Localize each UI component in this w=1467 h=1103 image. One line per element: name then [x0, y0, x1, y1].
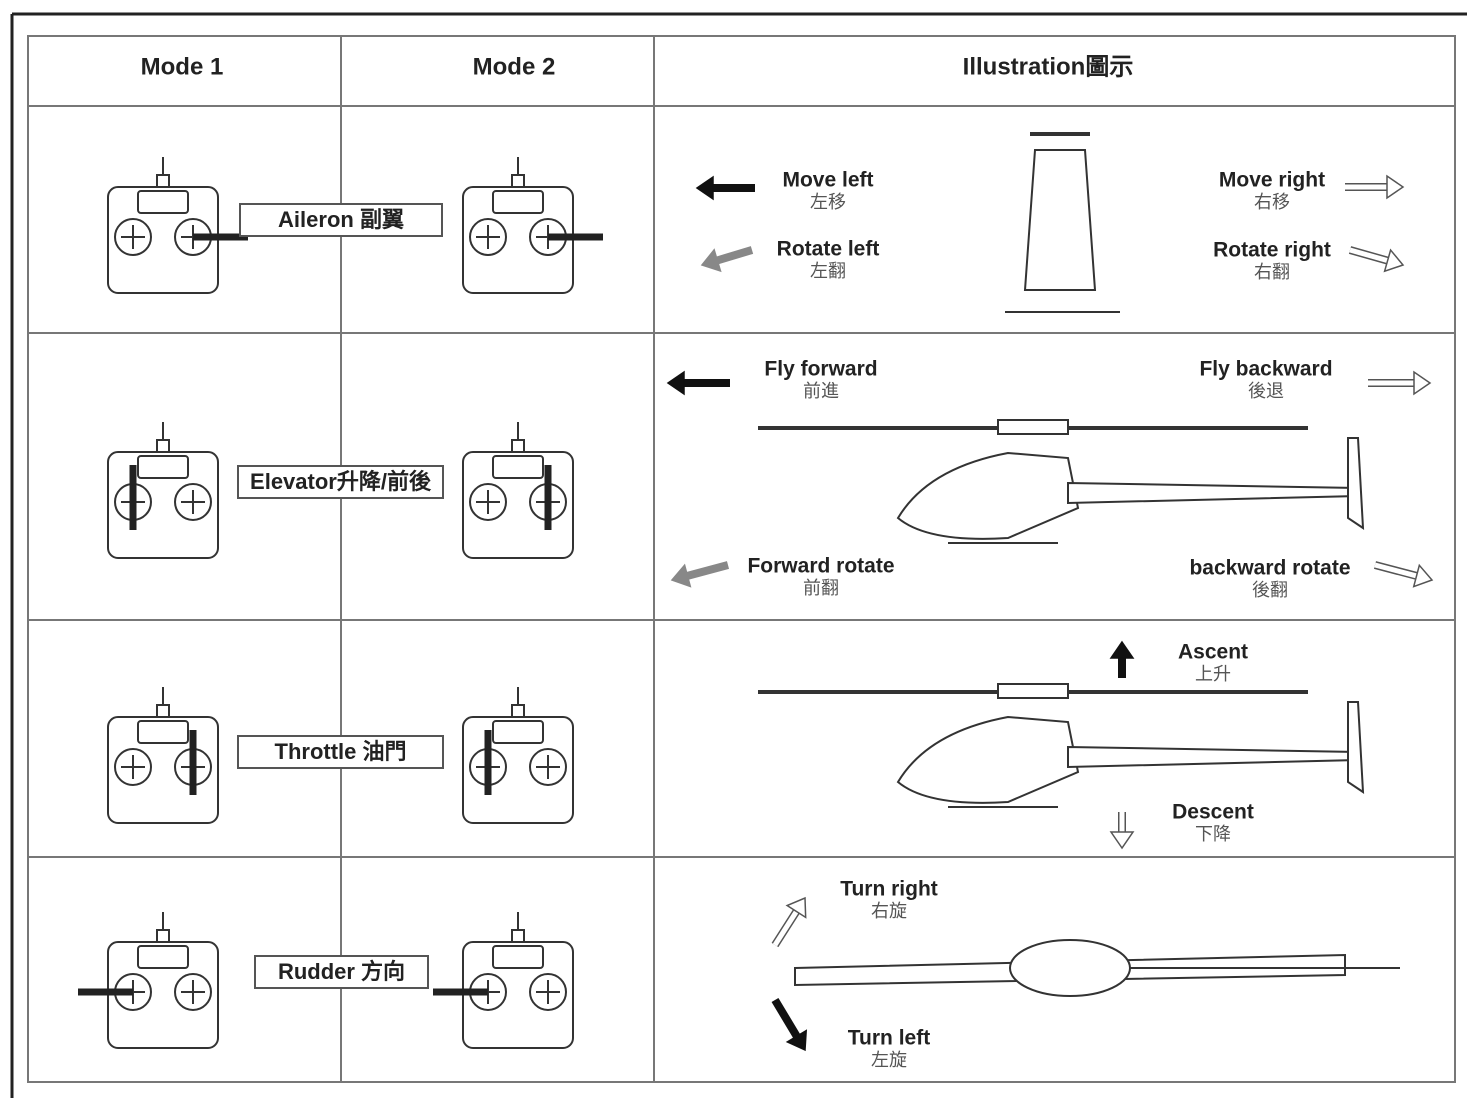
rotor-head	[997, 419, 1069, 435]
tail-fin	[1347, 701, 1365, 794]
arrow-head	[785, 1029, 808, 1052]
helicopter	[758, 683, 1365, 808]
control-box	[237, 735, 444, 769]
frame	[10, 12, 1467, 1098]
direction-label-zh: 前進	[803, 381, 839, 401]
arrow-head	[1109, 640, 1135, 659]
screen	[137, 720, 189, 744]
control-box	[237, 465, 444, 499]
direction-label: Rotate left	[777, 238, 880, 261]
direction-label-zh: 前翻	[803, 578, 839, 598]
frame	[1023, 149, 1097, 291]
arrow-head	[695, 175, 714, 201]
transmitter	[462, 157, 603, 294]
screen	[492, 945, 544, 969]
arrow-shaft	[686, 561, 730, 580]
direction-label-zh: 左翻	[810, 261, 846, 281]
antenna-base	[511, 174, 525, 188]
antenna-base	[156, 704, 170, 718]
arrow-head	[1386, 174, 1405, 200]
direction-label-zh: 後翻	[1252, 580, 1288, 600]
direction-label-zh: 左旋	[871, 1050, 907, 1070]
arrow-shaft-inner	[772, 910, 799, 947]
arrow-head	[1413, 370, 1432, 396]
helicopter	[758, 419, 1365, 544]
direction-label: Fly forward	[764, 358, 877, 381]
arrow-head	[666, 370, 685, 396]
antenna-base	[156, 929, 170, 943]
direction-label-zh: 下降	[1195, 824, 1231, 844]
direction-label-zh: 後退	[1248, 381, 1284, 401]
transmitter	[462, 687, 574, 824]
direction-label: Turn right	[840, 878, 938, 901]
direction-label: backward rotate	[1189, 557, 1350, 580]
control-box	[254, 955, 429, 989]
transmitter	[107, 687, 219, 824]
control-label: Rudder 方向	[278, 959, 405, 984]
transmitter	[78, 912, 219, 1049]
transmitter	[107, 422, 219, 559]
arrow-shaft-inner	[1374, 562, 1418, 579]
direction-label: Descent	[1172, 801, 1254, 824]
tail-boom	[1067, 481, 1359, 505]
arrow-head	[700, 248, 722, 273]
arrow-shaft-inner	[1349, 247, 1389, 264]
header-cell: Mode 1	[141, 53, 224, 80]
direction-label: Turn left	[848, 1027, 930, 1050]
direction-label-zh: 右移	[1254, 192, 1290, 212]
direction-label-zh: 右翻	[1254, 262, 1290, 282]
antenna-base	[156, 174, 170, 188]
antenna-base	[511, 929, 525, 943]
canopy	[896, 451, 1080, 540]
tail-fin	[1347, 437, 1365, 530]
arrow-shaft	[771, 997, 801, 1039]
control-box	[239, 203, 443, 237]
canopy	[896, 715, 1080, 804]
antenna-base	[511, 704, 525, 718]
transmitter	[462, 422, 574, 559]
screen	[137, 455, 189, 479]
helicopter-front	[1005, 132, 1120, 313]
arrow-head	[1109, 831, 1135, 850]
arrow-head	[1412, 563, 1434, 588]
screen	[492, 455, 544, 479]
arrow-head	[670, 563, 692, 588]
direction-label: Move right	[1219, 169, 1325, 192]
screen	[137, 190, 189, 214]
direction-label-zh: 左移	[810, 192, 846, 212]
illustrations: Aileron 副翼 Elevator升降/前後 Throttle 油門 Rudder…	[78, 132, 1434, 1070]
direction-label-zh: 上升	[1195, 664, 1231, 684]
body	[1009, 939, 1131, 997]
arrow-shaft	[716, 246, 754, 265]
header-cell: Illustration圖示	[963, 53, 1134, 80]
helicopter-top	[794, 939, 1400, 997]
direction-label: Rotate right	[1213, 239, 1331, 262]
screen	[492, 190, 544, 214]
antenna-base	[511, 439, 525, 453]
control-label: Throttle 油門	[275, 739, 407, 764]
header-cell: Mode 2	[473, 53, 556, 80]
arrow-head	[1383, 248, 1405, 273]
screen	[137, 945, 189, 969]
direction-label-zh: 右旋	[871, 901, 907, 921]
screen	[492, 720, 544, 744]
rotor-head	[997, 683, 1069, 699]
transmitter	[107, 157, 248, 294]
control-label: Aileron 副翼	[278, 207, 404, 232]
direction-label: Ascent	[1178, 641, 1248, 664]
control-label: Elevator升降/前後	[250, 469, 432, 494]
transmitter	[433, 912, 574, 1049]
tail-boom	[1067, 745, 1359, 769]
direction-label: Forward rotate	[747, 555, 894, 578]
direction-label: Move left	[782, 169, 873, 192]
direction-label: Fly backward	[1199, 358, 1332, 381]
antenna-base	[156, 439, 170, 453]
arrow-head	[785, 896, 807, 919]
